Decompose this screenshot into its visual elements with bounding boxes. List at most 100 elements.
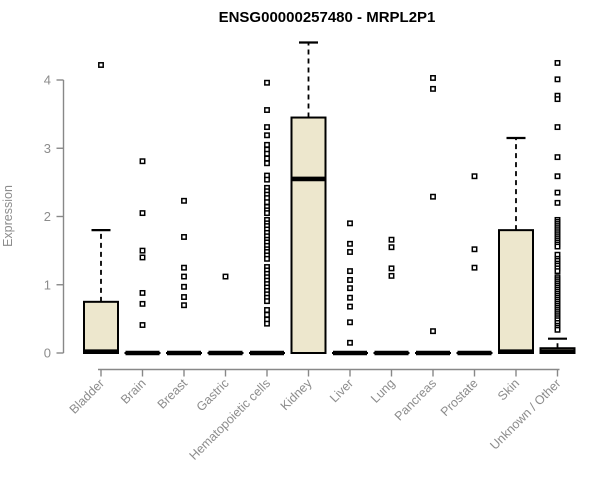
outlier-point: [264, 124, 270, 131]
y-tick-label: 3: [44, 141, 51, 156]
boxplot-gastric: [207, 273, 244, 356]
outlier-point: [347, 268, 353, 275]
outlier-point: [347, 249, 353, 255]
outlier-point: [471, 264, 478, 271]
outlier-point: [181, 273, 187, 280]
outlier-point: [264, 311, 270, 318]
y-tick-label: 4: [44, 73, 51, 88]
outlier-point: [264, 307, 270, 313]
outlier-point: [139, 210, 146, 217]
outlier-point: [181, 302, 187, 309]
outlier-point: [264, 132, 270, 139]
outlier-point: [139, 289, 146, 296]
boxplot-kidney: [290, 41, 327, 354]
boxplot-skin: [498, 136, 534, 354]
boxplot-bladder: [83, 62, 119, 354]
outlier-point: [264, 79, 270, 86]
outlier-point: [264, 155, 270, 162]
outlier-point: [554, 76, 561, 83]
boxplot-lung: [373, 236, 410, 356]
outlier-point: [388, 244, 395, 251]
x-tick-label: Gastric: [194, 376, 232, 414]
boxplot-hematopoietic-cells: [249, 79, 285, 356]
outlier-point: [554, 96, 561, 103]
outlier-point: [181, 197, 187, 204]
outlier-point: [181, 234, 187, 240]
boxplot-breast: [166, 197, 202, 356]
outlier-point: [388, 272, 395, 279]
boxplot-pancreas: [415, 75, 451, 356]
outlier-point: [264, 210, 270, 217]
outlier-point: [471, 173, 478, 180]
y-tick-label: 0: [44, 346, 51, 361]
x-tick-label: Breast: [155, 376, 191, 412]
outlier-point: [430, 193, 436, 200]
outlier-point: [264, 176, 270, 183]
outlier-point: [554, 154, 561, 161]
box: [83, 300, 119, 354]
outlier-point: [430, 85, 436, 92]
outlier-point: [139, 254, 146, 261]
chart-title: ENSG00000257480 - MRPL2P1: [219, 9, 436, 26]
outlier-point: [181, 283, 187, 290]
outlier-point: [98, 62, 104, 68]
box: [498, 229, 534, 354]
outlier-point: [139, 300, 146, 307]
x-tick-label: Skin: [495, 376, 522, 403]
outlier-point: [139, 322, 146, 328]
box: [290, 116, 327, 354]
outlier-point: [347, 240, 353, 247]
outlier-point: [554, 243, 561, 250]
y-axis: 0 1 2 3 4 Expression: [1, 73, 65, 361]
outlier-point: [264, 255, 270, 262]
outlier-point: [347, 294, 353, 301]
outlier-point: [554, 326, 561, 333]
outlier-point: [430, 75, 436, 81]
x-tick-label: Hematopoietic cells: [187, 376, 274, 463]
y-axis-title: Expression: [1, 185, 15, 247]
x-tick-label: Liver: [327, 376, 356, 405]
outlier-point: [347, 319, 353, 326]
outlier-point: [264, 199, 270, 206]
outlier-point: [264, 150, 270, 157]
outlier-point: [554, 173, 561, 180]
outlier-point: [471, 246, 478, 253]
outlier-point: [554, 268, 561, 275]
outlier-point: [347, 277, 353, 283]
outlier-point: [554, 199, 561, 206]
outlier-point: [264, 320, 270, 327]
y-tick-label: 1: [44, 277, 51, 292]
outlier-point: [347, 220, 353, 227]
y-tick-label: 2: [44, 209, 51, 224]
boxplot-unknown-other: [539, 59, 576, 355]
outlier-point: [347, 303, 353, 310]
boxplot-prostate: [456, 173, 493, 356]
outlier-point: [181, 264, 187, 271]
outlier-point: [554, 124, 561, 131]
x-tick-label: Lung: [368, 376, 398, 406]
boxplot-brain: [124, 158, 161, 356]
x-tick-label: Unknown / Other: [487, 376, 563, 452]
outlier-point: [264, 160, 270, 167]
outlier-point: [388, 265, 395, 272]
x-tick-label: Prostate: [438, 376, 481, 419]
x-tick-label: Pancreas: [392, 376, 439, 423]
outlier-point: [139, 158, 146, 165]
outlier-point: [554, 189, 561, 196]
outlier-point: [347, 285, 353, 292]
outlier-point: [264, 107, 270, 113]
outlier-point: [264, 298, 270, 305]
x-tick-label: Brain: [118, 376, 149, 407]
outlier-point: [181, 294, 187, 300]
boxplot-liver: [332, 220, 368, 356]
x-tick-label: Bladder: [67, 376, 107, 416]
x-tick-label: Kidney: [278, 376, 315, 413]
outlier-point: [554, 59, 561, 66]
outlier-point: [388, 236, 395, 243]
outlier-point: [139, 247, 146, 254]
outlier-point: [430, 328, 436, 335]
outlier-point: [264, 141, 270, 148]
